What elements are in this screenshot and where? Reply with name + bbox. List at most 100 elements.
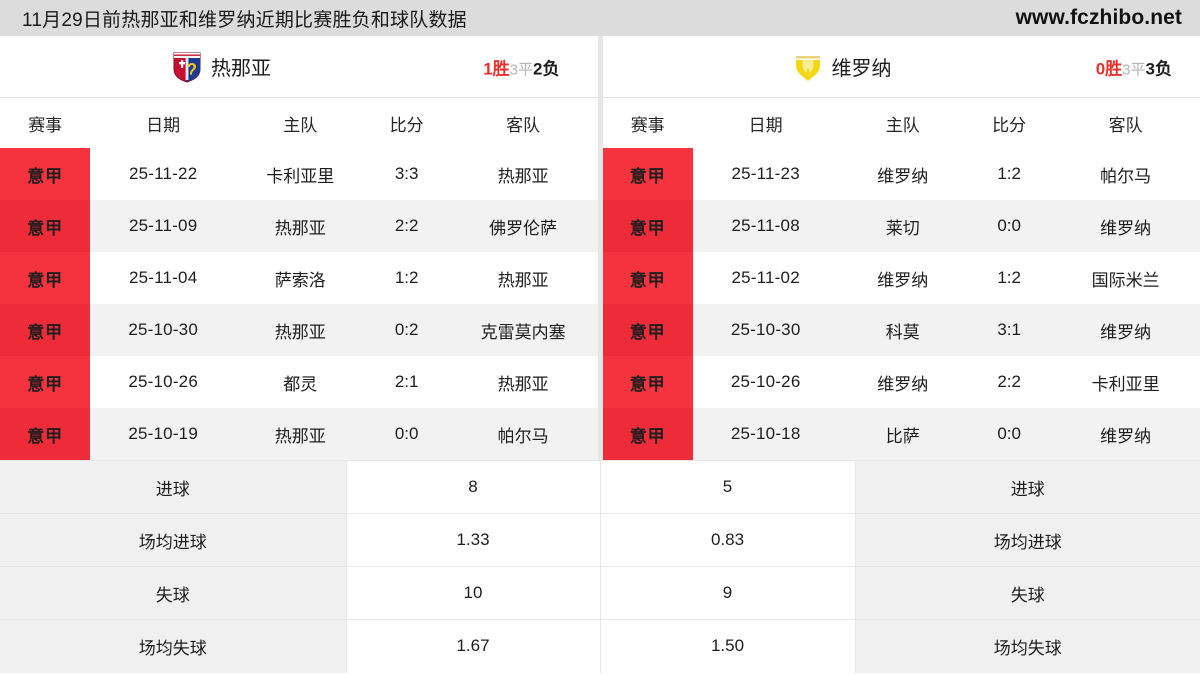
match-home-team: 维罗纳 xyxy=(838,148,967,200)
matches-table-right: 赛事 日期 主队 比分 客队 意甲 25-11-23 维罗纳 1:2 帕尔马 意甲 25-1… xyxy=(602,98,1200,460)
table-row[interactable]: 意甲 25-10-26 都灵 2:1 热那亚 xyxy=(0,356,598,408)
column-header-score: 比分 xyxy=(364,98,449,148)
table-row[interactable]: 意甲 25-11-04 萨索洛 1:2 热那亚 xyxy=(0,252,598,304)
column-header-away: 客队 xyxy=(1051,98,1200,148)
record-losses-label-right: 负 xyxy=(1155,59,1172,78)
stat-value-left: 1.67 xyxy=(345,619,601,673)
match-score: 3:3 xyxy=(364,148,449,200)
record-losses-label-left: 负 xyxy=(542,59,560,78)
team-header-left[interactable]: 热那亚 1胜3平2负 xyxy=(0,36,603,97)
match-date: 25-11-02 xyxy=(692,252,839,304)
match-competition-badge[interactable]: 意甲 xyxy=(602,304,693,356)
table-row[interactable]: 意甲 25-10-26 维罗纳 2:2 卡利亚里 xyxy=(602,356,1200,408)
match-date: 25-11-04 xyxy=(90,252,236,304)
match-score: 1:2 xyxy=(967,148,1052,200)
match-home-team: 卡利亚里 xyxy=(235,148,365,200)
match-home-team: 热那亚 xyxy=(235,408,365,460)
page-title: 11月29日前热那亚和维罗纳近期比赛胜负和球队数据 xyxy=(22,9,467,31)
table-row[interactable]: 意甲 25-10-30 科莫 3:1 维罗纳 xyxy=(602,304,1200,356)
recent-matches-section: 赛事 日期 主队 比分 客队 意甲 25-11-22 卡利亚里 3:3 热那亚 意甲 25-… xyxy=(0,98,1200,460)
match-score: 0:0 xyxy=(364,408,449,460)
match-away-team: 维罗纳 xyxy=(1051,200,1200,252)
matches-table-left: 赛事 日期 主队 比分 客队 意甲 25-11-22 卡利亚里 3:3 热那亚 意甲 25-… xyxy=(0,98,598,460)
table-row[interactable]: 意甲 25-10-19 热那亚 0:0 帕尔马 xyxy=(0,408,598,460)
column-header-date: 日期 xyxy=(90,98,236,148)
match-competition-badge[interactable]: 意甲 xyxy=(0,200,91,252)
match-competition-badge[interactable]: 意甲 xyxy=(0,252,91,304)
stat-label-left: 进球 xyxy=(0,460,346,514)
match-competition-badge[interactable]: 意甲 xyxy=(602,408,693,460)
match-score: 3:1 xyxy=(967,304,1052,356)
team-header-right[interactable]: 维罗纳 0胜3平3负 xyxy=(603,36,1200,97)
team-record-left: 1胜3平2负 xyxy=(483,54,559,79)
record-losses-left: 2 xyxy=(533,59,543,78)
stat-value-left: 10 xyxy=(345,566,601,620)
matches-body-left: 意甲 25-11-22 卡利亚里 3:3 热那亚 意甲 25-11-09 热那亚 2:2 佛罗伦萨… xyxy=(0,148,598,460)
match-score: 2:1 xyxy=(364,356,449,408)
table-row[interactable]: 意甲 25-10-18 比萨 0:0 维罗纳 xyxy=(602,408,1200,460)
stat-value-right: 0.83 xyxy=(599,513,856,567)
match-competition-badge[interactable]: 意甲 xyxy=(602,356,693,408)
table-row[interactable]: 意甲 25-11-22 卡利亚里 3:3 热那亚 xyxy=(0,148,598,200)
match-away-team: 帕尔马 xyxy=(1051,148,1200,200)
match-competition-badge[interactable]: 意甲 xyxy=(602,148,693,200)
column-header-score: 比分 xyxy=(967,98,1052,148)
table-row[interactable]: 意甲 25-11-09 热那亚 2:2 佛罗伦萨 xyxy=(0,200,598,252)
match-date: 25-11-09 xyxy=(90,200,236,252)
match-competition-badge[interactable]: 意甲 xyxy=(0,356,91,408)
column-header-competition: 赛事 xyxy=(0,98,91,148)
match-competition-badge[interactable]: 意甲 xyxy=(0,408,91,460)
match-date: 25-10-18 xyxy=(692,408,839,460)
match-date: 25-11-23 xyxy=(692,148,839,200)
genoa-crest-icon xyxy=(172,51,202,83)
matches-panel-right: 赛事 日期 主队 比分 客队 意甲 25-11-23 维罗纳 1:2 帕尔马 意甲 25-1… xyxy=(602,98,1200,460)
matches-panel-left: 赛事 日期 主队 比分 客队 意甲 25-11-22 卡利亚里 3:3 热那亚 意甲 25-… xyxy=(0,98,603,460)
stat-label-right: 场均进球 xyxy=(855,513,1200,567)
matches-body-right: 意甲 25-11-23 维罗纳 1:2 帕尔马 意甲 25-11-08 莱切 0:0 维罗纳 意甲 2… xyxy=(602,148,1200,460)
match-score: 0:2 xyxy=(364,304,449,356)
column-header-date: 日期 xyxy=(692,98,839,148)
stat-label-left: 失球 xyxy=(0,566,346,620)
stat-value-left: 8 xyxy=(345,460,601,514)
match-away-team: 佛罗伦萨 xyxy=(448,200,598,252)
record-draws-label-right: 平 xyxy=(1130,61,1146,78)
match-competition-badge[interactable]: 意甲 xyxy=(602,252,693,304)
table-row[interactable]: 意甲 25-10-30 热那亚 0:2 克雷莫内塞 xyxy=(0,304,598,356)
column-header-competition: 赛事 xyxy=(602,98,693,148)
match-away-team: 热那亚 xyxy=(448,356,598,408)
match-date: 25-10-26 xyxy=(692,356,839,408)
column-header-away: 客队 xyxy=(448,98,598,148)
stats-row: 场均进球 1.33 0.83 场均进球 xyxy=(0,513,1200,567)
match-away-team: 维罗纳 xyxy=(1051,304,1200,356)
match-date: 25-10-30 xyxy=(692,304,839,356)
match-home-team: 热那亚 xyxy=(235,304,365,356)
match-date: 25-10-26 xyxy=(90,356,236,408)
stat-value-right: 9 xyxy=(599,566,856,620)
record-wins-label-right: 胜 xyxy=(1105,59,1123,78)
table-row[interactable]: 意甲 25-11-23 维罗纳 1:2 帕尔马 xyxy=(602,148,1200,200)
match-competition-badge[interactable]: 意甲 xyxy=(602,200,693,252)
match-home-team: 萨索洛 xyxy=(235,252,365,304)
record-draws-label-left: 平 xyxy=(518,61,534,78)
match-date: 25-10-19 xyxy=(90,408,236,460)
match-competition-badge[interactable]: 意甲 xyxy=(0,148,91,200)
match-score: 1:2 xyxy=(364,252,449,304)
match-home-team: 科莫 xyxy=(838,304,967,356)
match-away-team: 帕尔马 xyxy=(448,408,598,460)
table-row[interactable]: 意甲 25-11-02 维罗纳 1:2 国际米兰 xyxy=(602,252,1200,304)
match-away-team: 国际米兰 xyxy=(1051,252,1200,304)
match-home-team: 莱切 xyxy=(838,200,967,252)
stat-value-left: 1.33 xyxy=(345,513,601,567)
record-draws-right: 3 xyxy=(1122,61,1131,78)
record-wins-left: 1 xyxy=(483,59,493,78)
table-row[interactable]: 意甲 25-11-08 莱切 0:0 维罗纳 xyxy=(602,200,1200,252)
stat-value-right: 1.50 xyxy=(599,619,856,673)
match-away-team: 维罗纳 xyxy=(1051,408,1200,460)
match-date: 25-11-08 xyxy=(692,200,839,252)
match-home-team: 维罗纳 xyxy=(838,356,967,408)
record-wins-right: 0 xyxy=(1095,59,1106,78)
match-competition-badge[interactable]: 意甲 xyxy=(0,304,91,356)
stat-value-right: 5 xyxy=(599,460,856,514)
match-home-team: 维罗纳 xyxy=(838,252,967,304)
